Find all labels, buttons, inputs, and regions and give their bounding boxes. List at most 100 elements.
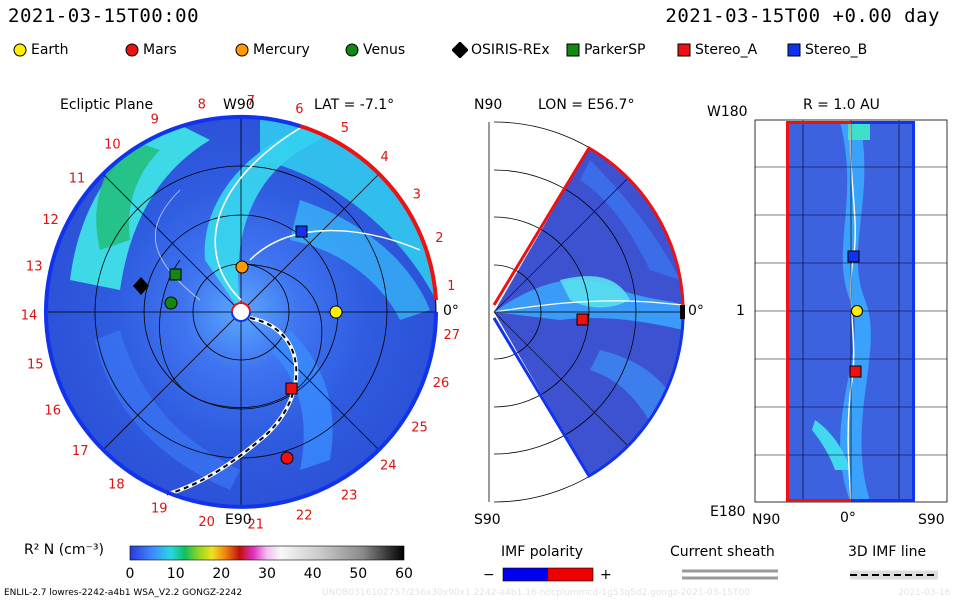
colorbar-tick-label: 30 [258,566,276,582]
legend-item: OSIRIS-REx [451,39,550,59]
carrington-tick-label: 3 [413,188,421,203]
header-left-time: 2021-03-15T00:00 [8,5,200,27]
colorbar-ticks: 0 10 20 30 40 50 60 [126,566,413,582]
current-sheath-line [214,127,301,301]
carrington-tick-label: 7 [247,94,255,109]
carrington-tick-label: 5 [341,121,349,136]
legend-item: Mercury [234,39,310,58]
carrington-tick-label: 27 [444,328,461,343]
mercury-legend-icon [235,43,249,56]
stereo-a-legend-icon [677,43,691,56]
carrington-tick-label: 2 [435,231,443,246]
carrington-tick-label: 11 [69,172,86,187]
colorbar-tick-label: 50 [349,566,367,582]
carrington-tick-label: 26 [433,376,450,391]
footer-right: UNOB0316102757/256x30x90x1.2242-a4b1.16-… [322,588,750,598]
ecliptic-bottom-label: E90 [225,512,252,528]
legend-item: ParkerSP [565,39,645,58]
radial-earth-marker [851,305,863,317]
meridional-lon: LON = E56.7° [538,97,635,113]
footer-right-date: 2021-03-16 [898,588,951,598]
radial-panel [754,119,948,503]
earth-legend-icon [13,43,27,56]
carrington-tick-label: 25 [411,420,428,435]
mars-legend-icon [125,43,139,56]
venus-marker [164,296,178,310]
carrington-tick-label: 20 [198,515,215,530]
carrington-tick-label: 15 [27,357,44,372]
carrington-tick-label: 16 [44,403,61,418]
meridional-right-label: 0° [688,303,704,319]
current-sheath-title: Current sheath [670,544,775,560]
ecliptic-polarity-negative [44,114,438,509]
legend-label: Mercury [253,41,310,58]
radial-r-label: R = 1.0 AU [803,97,880,113]
radial-bottom-left: E180 [710,504,746,520]
radial-bottom-zero: 0° [840,510,856,526]
parkersp-marker [169,268,182,281]
legend-label: Stereo_A [695,41,758,58]
carrington-tick-label: 1 [447,279,455,294]
earth-marker [329,305,343,319]
legend-item: Mars [124,39,177,58]
stereo-b-marker [295,225,308,238]
legend-item: Venus [344,39,405,58]
imf-line-title: 3D IMF line [848,544,927,560]
carrington-tick-label: 6 [295,102,303,117]
carrington-tick-label: 9 [151,112,159,127]
stereo-b-legend-icon [787,43,801,56]
carrington-tick-label: 19 [151,502,168,517]
radial-stereo-a-marker [849,365,862,378]
colorbar-tick-label: 60 [395,566,413,582]
colorbar-tick-label: 10 [167,566,185,582]
stereo-a-marker [285,382,298,395]
radial-bottom-n: N90 [752,512,781,528]
ecliptic-panel [44,114,438,509]
carrington-tick-label: 12 [42,213,59,228]
legend-label: Venus [363,41,406,58]
carrington-tick-label: 18 [108,478,125,493]
colorbar-tick-label: 20 [212,566,230,582]
legend-label: OSIRIS-REx [471,41,550,58]
meridional-panel [488,121,685,503]
carrington-tick-label: 17 [72,444,89,459]
footer-left: ENLIL-2.7 lowres-2242-a4b1 WSA_V2.2 GONG… [4,588,243,598]
ecliptic-top-label: W90 [223,97,255,113]
legend-item: Stereo_B [786,39,867,58]
carrington-tick-label: 8 [198,98,206,113]
legend-label: Earth [31,41,69,58]
carrington-tick-label: 23 [341,488,358,503]
carrington-tick-label: 21 [248,518,265,533]
radial-top-left: W180 [707,104,748,120]
colorbar-tick-label: 40 [304,566,322,582]
polarity-minus: − [483,567,495,583]
parkersp-legend-icon [566,43,580,56]
imf-polarity-title: IMF polarity [501,544,584,560]
meridional-bottom-label: S90 [474,512,501,528]
radial-stereo-b-marker [847,250,860,263]
carrington-tick-label: 24 [380,459,397,474]
meridional-stereo-a-marker [576,313,589,326]
meridional-top-label: N90 [474,97,503,113]
colorbar-tick-label: 0 [126,566,135,582]
carrington-tick-label: 4 [381,150,389,165]
radial-mid-left: 1 [736,303,745,319]
polarity-negative-swatch [503,568,548,581]
header-right-time: 2021-03-15T00 +0.00 day [665,5,940,27]
carrington-tick-label: 14 [21,309,38,324]
venus-legend-icon [345,43,359,56]
carrington-tick-label: 13 [26,260,43,275]
legend-label: ParkerSP [584,41,646,58]
legend-item: Stereo_A [676,39,757,58]
legend-item: Earth [12,39,69,58]
legend-label: Mars [143,41,177,58]
mars-marker [280,451,294,465]
colorbar-label: R² N (cm⁻³) [24,542,104,558]
legend-label: Stereo_B [805,41,868,58]
ecliptic-right-label: 0° [443,303,459,319]
radial-bottom-s: S90 [918,512,945,528]
carrington-tick-label: 10 [104,137,121,152]
osiris-rex-marker [133,277,149,295]
ecliptic-polarity-positive [299,124,438,301]
